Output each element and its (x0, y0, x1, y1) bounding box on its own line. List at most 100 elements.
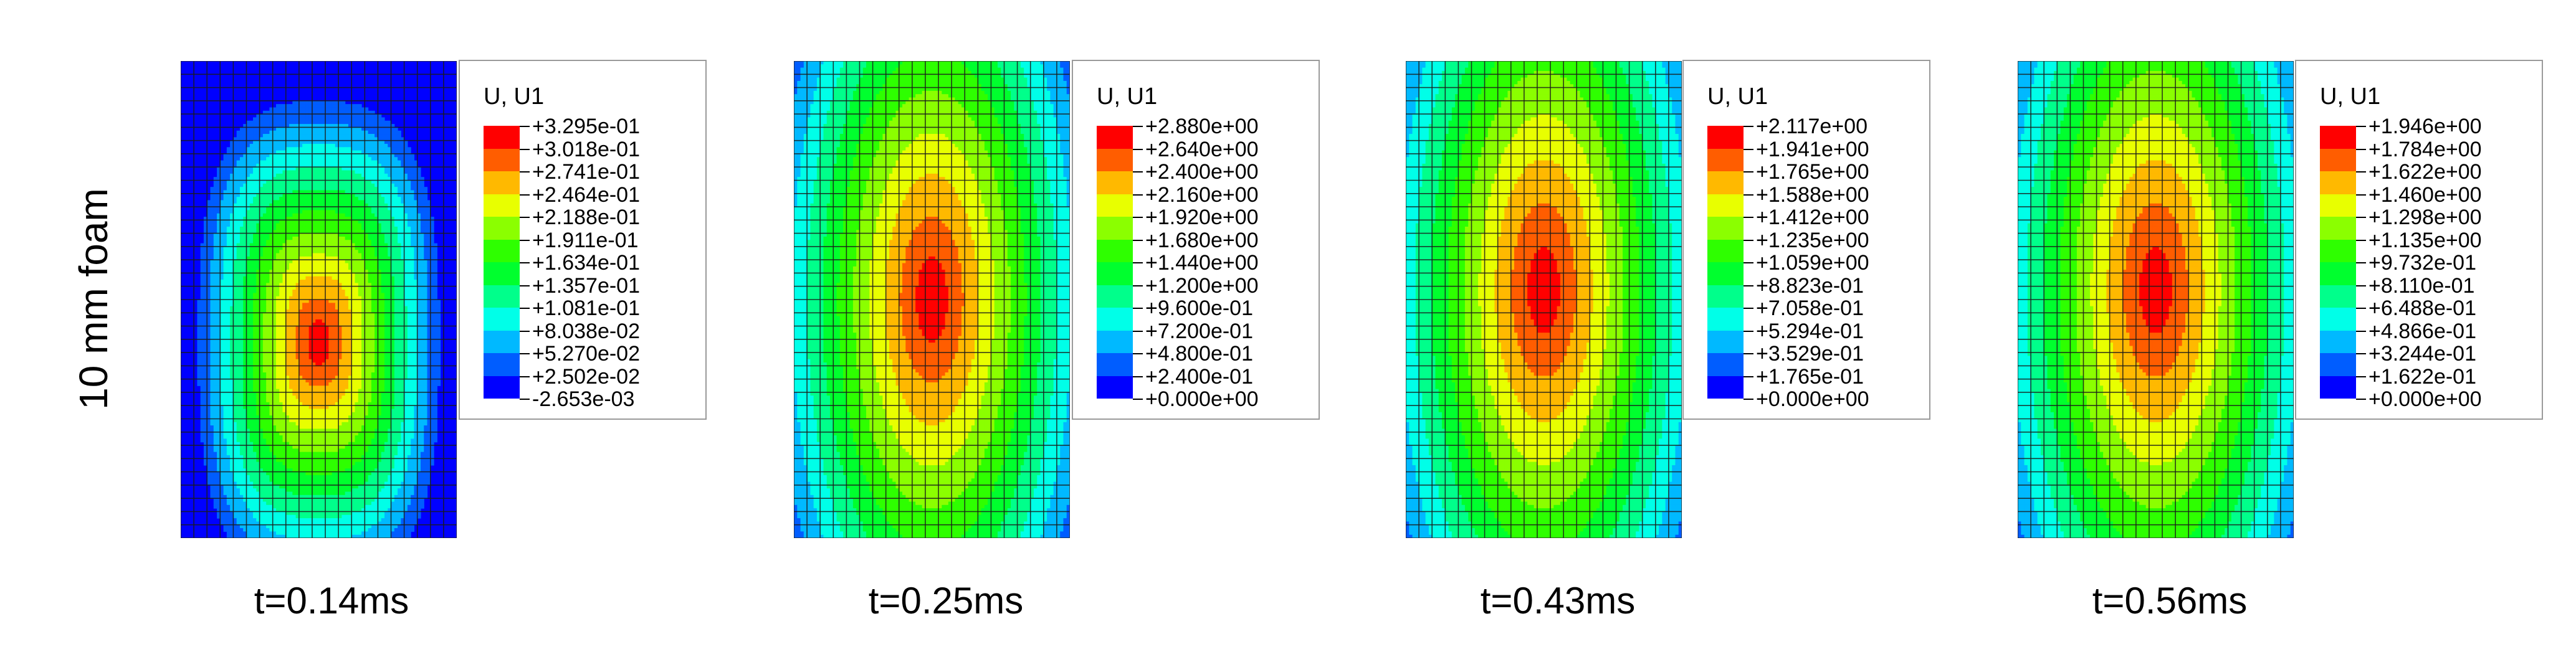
contour-cell (417, 223, 421, 227)
contour-cell (243, 220, 247, 224)
contour-cell (404, 352, 408, 357)
contour-cell (289, 127, 293, 131)
contour-cell (266, 173, 270, 177)
contour-cell (411, 343, 415, 347)
contour-cell (361, 253, 365, 257)
contour-cell (233, 326, 237, 330)
contour-cell (269, 147, 274, 151)
contour-cell (289, 177, 293, 181)
contour-cell (420, 290, 424, 293)
contour-cell (355, 343, 359, 347)
contour-cell (262, 147, 267, 151)
contour-cell (384, 296, 388, 300)
contour-cell (358, 290, 362, 293)
contour-cell (236, 167, 241, 171)
contour-cell (220, 323, 224, 327)
contour-cell (246, 130, 250, 135)
contour-cell (226, 147, 231, 151)
contour-cell (414, 280, 418, 283)
contour-cell (368, 193, 372, 197)
contour-cell (295, 117, 300, 121)
contour-cell (368, 233, 372, 237)
contour-cell (384, 134, 388, 138)
contour-cell (401, 213, 405, 217)
contour-cell (239, 210, 244, 214)
contour-cell (259, 253, 264, 257)
contour-cell (298, 343, 303, 347)
contour-cell (394, 352, 398, 357)
contour-cell (226, 250, 231, 254)
contour-cell (361, 339, 365, 343)
contour-cell (279, 193, 284, 197)
contour-cell (407, 243, 411, 247)
contour-cell (404, 190, 408, 194)
contour-cell (358, 220, 362, 224)
contour-cell (230, 217, 234, 220)
contour-cell (365, 140, 369, 144)
contour-cell (345, 319, 349, 323)
contour-cell (253, 190, 257, 194)
contour-cell (259, 333, 264, 337)
contour-cell (411, 160, 415, 164)
contour-cell (368, 283, 372, 287)
contour-cell (302, 134, 306, 138)
contour-cell (262, 140, 267, 144)
contour-cell (256, 200, 260, 204)
contour-cell (295, 137, 300, 141)
contour-cell (233, 293, 237, 297)
contour-cell (305, 323, 310, 327)
contour-cell (322, 313, 326, 317)
contour-cell (259, 233, 264, 237)
contour-cell (217, 193, 221, 197)
contour-cell (236, 323, 241, 327)
contour-cell (243, 207, 247, 210)
contour-cell (213, 223, 217, 227)
contour-cell (305, 326, 310, 330)
contour-svg (181, 61, 457, 538)
contour-cell (308, 266, 313, 270)
contour-cell (420, 260, 424, 264)
contour-cell (226, 323, 231, 327)
contour-cell (230, 260, 234, 264)
contour-cell (246, 193, 250, 197)
contour-cell (341, 226, 346, 230)
contour-cell (249, 280, 254, 283)
contour-cell (312, 183, 316, 187)
contour-cell (259, 190, 264, 194)
contour-cell (332, 226, 336, 230)
contour-cell (233, 329, 237, 333)
contour-cell (298, 134, 303, 138)
contour-cell (315, 114, 320, 118)
contour-cell (414, 173, 418, 177)
contour-cell (420, 329, 424, 333)
contour-cell (305, 183, 310, 187)
contour-cell (253, 352, 257, 357)
contour-cell (404, 260, 408, 264)
contour-cell (298, 346, 303, 350)
contour-cell (371, 183, 375, 187)
contour-cell (308, 326, 313, 330)
contour-cell (381, 153, 385, 158)
contour-cell (368, 157, 372, 161)
contour-cell (341, 250, 346, 254)
contour-cell (434, 273, 437, 277)
contour-cell (424, 306, 428, 310)
contour-cell (312, 193, 316, 197)
contour-cell (285, 230, 290, 234)
contour-cell (411, 276, 415, 280)
contour-cell (368, 110, 372, 115)
contour-cell (318, 190, 323, 194)
contour-cell (223, 220, 227, 224)
contour-cell (282, 303, 287, 307)
contour-cell (361, 286, 365, 290)
contour-cell (213, 343, 217, 347)
contour-cell (365, 243, 369, 247)
contour-cell (249, 173, 254, 177)
contour-cell (315, 290, 320, 293)
contour-cell (411, 303, 415, 307)
contour-cell (249, 200, 254, 204)
contour-cell (348, 183, 352, 187)
contour-cell (365, 309, 369, 313)
contour-cell (223, 276, 227, 280)
contour-cell (318, 356, 323, 360)
